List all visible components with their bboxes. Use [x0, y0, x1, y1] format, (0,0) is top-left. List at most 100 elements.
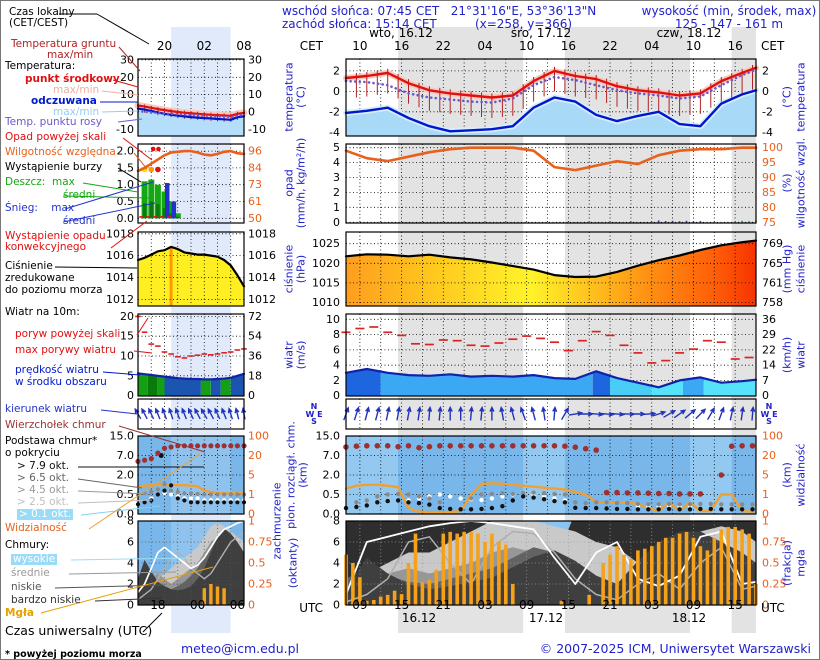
svg-text:10: 10 [120, 349, 134, 362]
svg-text:2: 2 [762, 64, 769, 77]
svg-text:769: 769 [762, 237, 783, 250]
svg-text:0: 0 [333, 216, 340, 229]
svg-text:36: 36 [248, 349, 262, 362]
legend-okt-65: > 6.5 okt. [17, 472, 70, 484]
legend-bardzo-niskie: bardzo niskie [11, 594, 81, 606]
legend-podstawa-chmur: Podstawa chmur* [5, 435, 98, 447]
email-link[interactable]: meteo@icm.edu.pl [181, 641, 300, 656]
svg-text:1: 1 [333, 201, 340, 214]
svg-text:75: 75 [762, 216, 776, 229]
svg-text:2: 2 [333, 578, 340, 591]
legend-snieg-max: Śnieg: max [5, 202, 75, 214]
legend-widzialnosc: Widzialność [5, 522, 67, 534]
svg-text:03: 03 [644, 598, 659, 612]
svg-text:02: 02 [197, 39, 212, 53]
svg-text:1010: 1010 [312, 296, 340, 309]
svg-text:2: 2 [333, 64, 340, 77]
svg-text:wto, 16.12: wto, 16.12 [369, 26, 433, 40]
legend-okt-25: > 2.5 okt. [17, 496, 70, 508]
svg-text:22: 22 [436, 39, 451, 53]
svg-text:8: 8 [333, 515, 340, 528]
axis-label-p7l2: (oktanty) [286, 537, 300, 589]
sunset-time: zachód słońca: 15:14 CET [282, 17, 437, 31]
svg-text:CET: CET [300, 39, 324, 53]
svg-text:UTC: UTC [299, 601, 323, 615]
svg-text:20: 20 [762, 449, 776, 462]
copyright: © 2007-2025 ICM, Uniwersytet Warszawski [539, 641, 811, 656]
svg-text:2: 2 [127, 578, 134, 591]
svg-text:1020: 1020 [312, 257, 340, 270]
svg-text:22: 22 [762, 343, 776, 356]
legend-temperatura: Temperatura: [5, 60, 76, 72]
svg-text:09: 09 [519, 598, 534, 612]
panel-wind-direction-mini [134, 398, 247, 430]
svg-text:0: 0 [127, 599, 134, 612]
svg-text:6: 6 [333, 343, 340, 356]
svg-text:0: 0 [248, 106, 255, 119]
svg-text:95: 95 [762, 156, 776, 169]
svg-text:80: 80 [762, 201, 776, 214]
legend-mgla: Mgła [5, 607, 34, 619]
svg-text:3: 3 [333, 171, 340, 184]
legend-wystapienie-burzy: Wystąpienie burzy [5, 161, 103, 173]
svg-text:0.5: 0.5 [248, 557, 266, 570]
svg-text:73: 73 [248, 178, 262, 191]
svg-text:10: 10 [326, 313, 340, 326]
svg-text:765: 765 [762, 257, 783, 270]
legend-okt-01: > 0.1 okt. [17, 508, 74, 520]
svg-text:100: 100 [248, 430, 269, 443]
svg-text:1012: 1012 [248, 293, 276, 306]
svg-text:04: 04 [477, 39, 492, 53]
legend-punkt-rosy: Temp. punktu rosy [5, 116, 103, 128]
svg-text:00: 00 [190, 598, 205, 612]
svg-text:22: 22 [602, 39, 617, 53]
legend-poryw-powyzej-skali: poryw powyżej skali [15, 328, 121, 340]
svg-text:2.0: 2.0 [323, 469, 341, 482]
svg-text:1016: 1016 [106, 249, 134, 262]
svg-text:2: 2 [333, 374, 340, 387]
svg-text:4: 4 [333, 156, 340, 169]
svg-text:1: 1 [248, 515, 255, 528]
legend-czas-lokalny: Czas lokalny [9, 6, 75, 18]
legend-footnote: * powyżej poziomu morza [5, 649, 142, 660]
svg-text:5: 5 [762, 469, 769, 482]
legend-temp-gruntu: Temperatura gruntu [11, 38, 117, 50]
svg-text:0.75: 0.75 [762, 536, 787, 549]
panel-pressure-main [344, 231, 758, 307]
panel-temperature-main [343, 58, 759, 137]
svg-text:0.5: 0.5 [323, 488, 341, 501]
svg-text:20: 20 [248, 449, 262, 462]
svg-text:CET: CET [761, 39, 785, 53]
svg-text:15: 15 [120, 330, 134, 343]
svg-text:0: 0 [762, 85, 769, 98]
axis-label-p4r1: (km/h) [780, 336, 794, 374]
svg-text:śro, 17.12: śro, 17.12 [511, 26, 571, 40]
axis-label-p7r2: mgła [794, 549, 808, 577]
legend-max-porywy: max porywy wiatru [15, 344, 117, 356]
legend-punkt-srodkowy: punkt środkowy [25, 73, 120, 85]
svg-text:72: 72 [248, 310, 262, 323]
axis-label-p2l2: (mm/h, kg/m²/h) [294, 137, 308, 229]
legend-czas-lokalny-2: (CET/CEST) [9, 17, 69, 29]
svg-text:0: 0 [762, 508, 769, 521]
legend-wystapienie-opadu: Wystąpienie opadu [5, 230, 106, 242]
legend-maxmin-rozowy: max/min [53, 84, 100, 96]
svg-text:UTC: UTC [761, 601, 785, 615]
legend-wilgotnosc-wzgledna: Wilgotność względna [5, 146, 116, 158]
axis-label-p4r2: wiatr [794, 341, 808, 369]
axis-label-p7l1: zachmurzenie [270, 482, 284, 560]
svg-text:0: 0 [248, 389, 255, 402]
compass-rose-left: N W E S [305, 401, 323, 426]
svg-text:758: 758 [762, 296, 783, 309]
panel-precip-humidity-main [344, 143, 758, 224]
svg-text:100: 100 [762, 141, 783, 154]
svg-text:1.0: 1.0 [117, 178, 135, 191]
svg-text:1015: 1015 [312, 276, 340, 289]
svg-text:15: 15 [394, 598, 409, 612]
axis-label-p4l2: (m/s) [294, 340, 308, 370]
legend-do-poziomu-morza: do poziomu morza [5, 284, 103, 296]
svg-text:1: 1 [762, 488, 769, 501]
panel-clouds-okta-main [344, 520, 758, 606]
svg-text:0.5: 0.5 [117, 488, 135, 501]
